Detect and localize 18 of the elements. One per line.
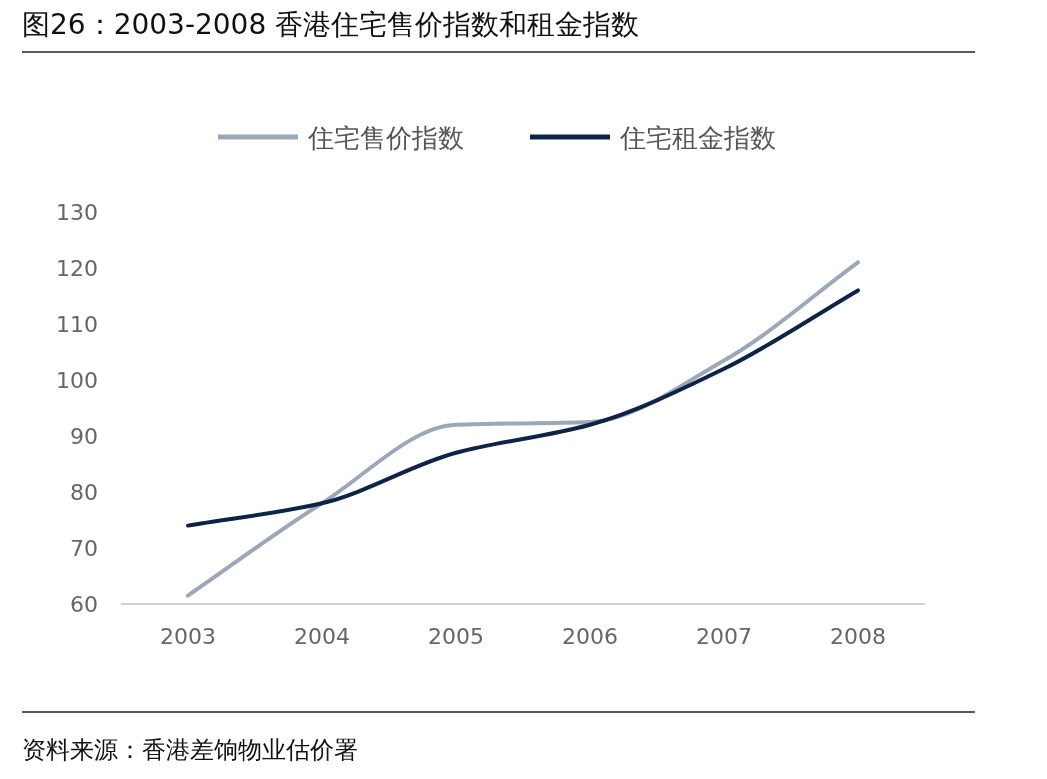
y-tick-label: 80 [70,480,98,505]
y-tick-label: 70 [70,536,98,561]
y-tick-label: 90 [70,424,98,449]
title: 图26：2003-2008 香港住宅售价指数和租金指数 [22,8,640,41]
y-tick-label: 60 [70,592,98,617]
x-tick-label: 2005 [428,624,484,649]
x-tick-label: 2007 [696,624,752,649]
legend-label: 住宅售价指数 [307,123,464,153]
x-tick-label: 2006 [562,624,618,649]
y-tick-label: 120 [56,256,98,281]
legend-label: 住宅租金指数 [619,123,776,153]
y-tick-label: 110 [56,312,98,337]
y-tick-label: 130 [56,200,98,225]
text: 资料来源：香港差饷物业估价署 [22,736,358,764]
x-tick-label: 2003 [160,624,216,649]
x-tick-label: 2004 [294,624,350,649]
y-tick-label: 100 [56,368,98,393]
x-tick-label: 2008 [830,624,886,649]
